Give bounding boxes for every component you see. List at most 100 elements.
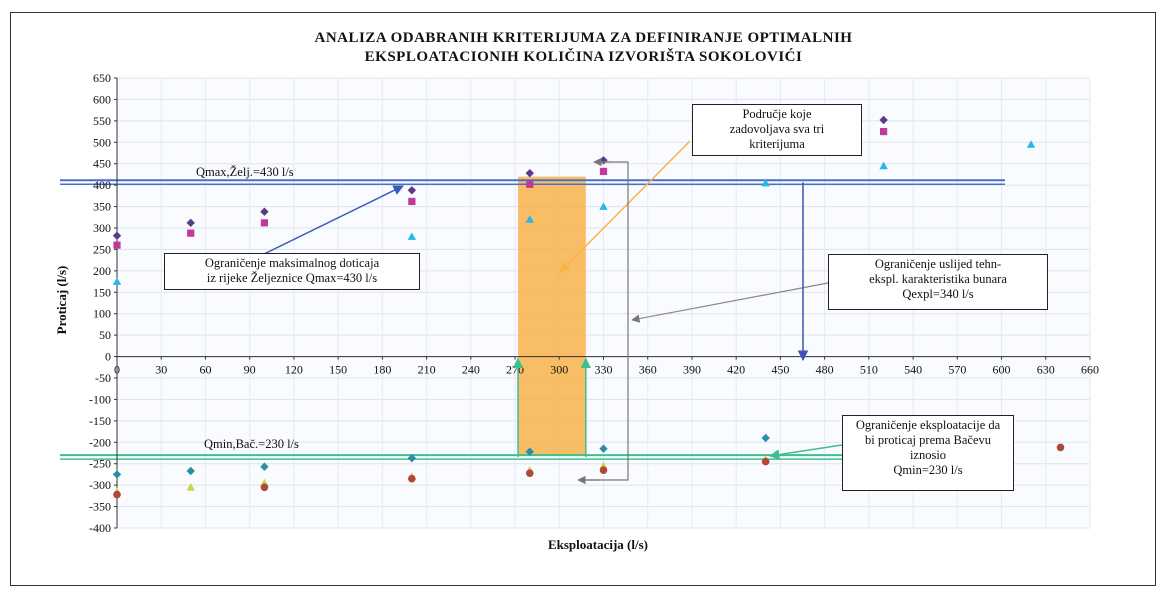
circle-point [525,469,534,477]
diamond-point [761,433,770,443]
x-tick-label: 150 [329,363,347,377]
annotation-line: iznosio [909,448,947,462]
annotation-line: zadovoljava sva tri [729,122,825,136]
x-axis-title: Eksploatacija (l/s) [548,537,648,552]
y-tick-label: -250 [89,457,111,471]
diamond-point [260,462,269,471]
x-tick-label: 480 [816,363,834,377]
diamond-point [879,115,888,125]
annotation-line: bi proticaj prema Bačevu [865,433,991,447]
annotation-line: Ograničenje maksimalnog doticaja [204,256,380,270]
diamond-point [525,447,534,456]
circle-point [408,474,416,483]
y-tick-label: 450 [93,157,111,171]
diamond-point [407,453,417,463]
diamond-point [260,207,269,216]
square-point [526,180,534,188]
y-tick-label: 400 [93,178,111,192]
y-tick-label: 100 [93,307,111,321]
qmax-annotation-arrow [261,185,404,256]
triangle-point [407,232,417,240]
annotation-line: Područje koje [742,107,812,121]
triangle-point [186,483,195,491]
y-tick-label: 550 [93,114,111,128]
x-tick-label: 360 [639,363,657,377]
circle-point [113,490,121,499]
annotation-box-qexpl: Ograničenje uslijed tehn- ekspl. karakte… [828,254,1048,310]
annotation-line: kriterijuma [749,137,805,151]
x-tick-label: 660 [1081,363,1099,377]
triangle-point [879,161,888,170]
square-point [880,127,888,136]
y-tick-label: 350 [93,200,111,214]
square-point [599,167,608,176]
y-tick-label: 600 [93,92,111,106]
qmin-annotation-arrow [768,444,843,460]
x-tick-label: 630 [1037,363,1055,377]
x-tick-label: 270 [506,363,524,377]
optimal-region-rect [517,176,586,456]
diamond-point [186,466,195,476]
annotation-box-region: Područje koje zadovoljava sva tri kriter… [692,104,862,156]
diamond-point [112,231,122,240]
qmax-line-label: Qmax,Želj.=430 l/s [196,165,294,179]
annotation-line: ekspl. karakteristika bunara [869,272,1007,286]
triangle-point [761,178,770,187]
x-tick-label: 600 [993,363,1011,377]
square-point [113,241,121,249]
x-tick-label: 510 [860,363,878,377]
y-tick-label: -200 [89,435,111,449]
x-tick-label: 450 [771,363,789,377]
x-tick-label: 390 [683,363,701,377]
x-tick-label: 90 [244,363,256,377]
circle-point [599,466,608,474]
y-tick-label: 150 [93,285,111,299]
diamond-point [112,470,122,479]
square-point [260,219,269,227]
y-tick-label: -400 [89,521,111,535]
diamond-point [599,444,608,453]
triangle-point [112,277,122,285]
optimal-region [517,176,586,456]
y-tick-label: 200 [93,264,111,278]
circle-point [1056,443,1065,452]
y-tick-label: 50 [99,328,111,342]
annotation-line: iz rijeke Željeznice Qmax=430 l/s [206,271,378,285]
square-point [408,197,416,206]
y-tick-label: 650 [93,71,111,85]
triangle-point [525,215,534,223]
x-tick-label: 120 [285,363,303,377]
circle-point [260,483,269,492]
x-tick-label: 210 [418,363,436,377]
qmin-line-label: Qmin,Bač.=230 l/s [204,437,299,451]
qexpl-bracket [580,161,629,481]
x-tick-label: 240 [462,363,480,377]
y-tick-label: -150 [89,414,111,428]
y-tick-label: 0 [105,350,111,364]
y-tick-label: -300 [89,478,111,492]
region-annotation-arrow [559,140,691,273]
diamond-point [407,186,417,195]
qexpl-annotation-arrow [631,282,829,323]
y-tick-label: 500 [93,135,111,149]
diamond-point [525,168,534,178]
annotation-line: Qexpl=340 l/s [902,287,974,301]
x-tick-label: 540 [904,363,922,377]
annotation-line: Ograničenje uslijed tehn- [874,257,1002,271]
x-tick-label: 330 [595,363,613,377]
x-tick-label: 0 [114,363,120,377]
diamond-point [186,218,195,228]
y-tick-label: -350 [89,500,111,514]
x-tick-label: 420 [727,363,745,377]
annotation-box-qmin: Ograničenje eksploatacije da bi proticaj… [842,415,1014,491]
y-tick-label: 300 [93,221,111,235]
x-tick-label: 180 [373,363,391,377]
data-points [112,115,1065,499]
circle-point [761,457,770,466]
annotation-box-qmax: Ograničenje maksimalnog doticaja iz rije… [164,253,420,290]
triangle-point [1026,140,1036,148]
chart-title-line-2: EKSPLOATACIONIH KOLIČINA IZVORIŠTA SOKOL… [364,49,803,65]
y-axis-title: Proticaj (l/s) [54,266,69,335]
x-tick-label: 60 [199,363,211,377]
